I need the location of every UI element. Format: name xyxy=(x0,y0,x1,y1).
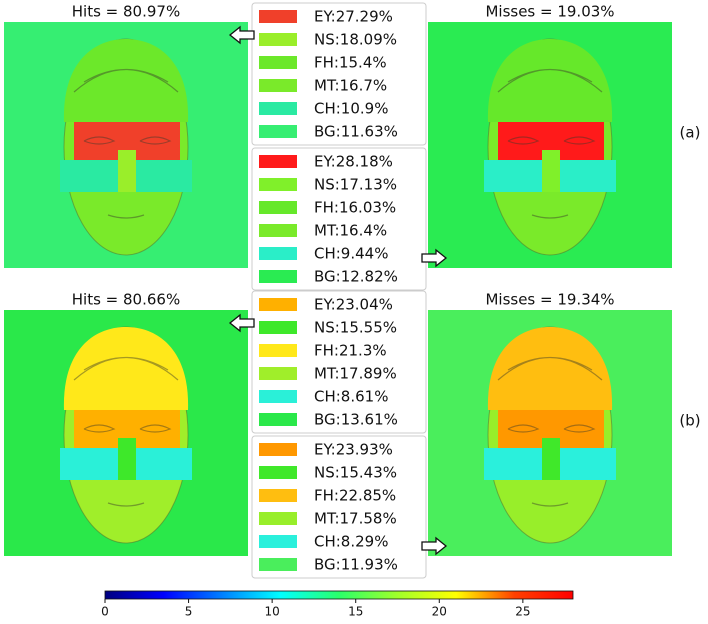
legend-swatch xyxy=(259,367,297,380)
legend-swatch xyxy=(259,33,297,46)
legend-swatch xyxy=(259,512,297,525)
legend-swatch xyxy=(259,125,297,138)
legend-swatch xyxy=(259,270,297,283)
legend-swatch xyxy=(259,321,297,334)
mouth xyxy=(531,502,569,507)
legend-swatch xyxy=(259,56,297,69)
eye-left xyxy=(83,136,116,145)
legend-swatch xyxy=(259,413,297,426)
legend-swatch xyxy=(259,10,297,23)
legend-swatch xyxy=(259,247,297,260)
nose xyxy=(542,150,560,192)
colorbar-tick-label: 20 xyxy=(432,605,447,619)
misses-title: Misses = 19.34% xyxy=(485,291,614,309)
hits-title: Hits = 80.97% xyxy=(72,3,180,21)
legend-entry: MT:17.58% xyxy=(314,510,397,528)
arrow xyxy=(421,536,448,556)
legend-entry: NS:18.09% xyxy=(314,31,397,49)
hair-lines xyxy=(497,356,603,381)
legend-swatch xyxy=(259,224,297,237)
legend-swatch xyxy=(259,79,297,92)
eye-left xyxy=(507,424,540,433)
hair-forehead xyxy=(63,327,189,410)
colorbar xyxy=(104,590,574,600)
hair-lines xyxy=(73,68,179,93)
face-panel xyxy=(428,22,672,268)
nose xyxy=(118,438,136,480)
row-label: (a) xyxy=(680,124,701,142)
legend-entry: FH:15.4% xyxy=(314,54,387,72)
eye-right xyxy=(139,136,172,145)
legend-swatch xyxy=(259,344,297,357)
legend-entry: BG:12.82% xyxy=(314,268,398,286)
legend-entry: NS:17.13% xyxy=(314,176,397,194)
eye-right xyxy=(563,424,596,433)
hits-title: Hits = 80.66% xyxy=(72,291,180,309)
colorbar-tick-label: 10 xyxy=(265,605,280,619)
mouth xyxy=(107,502,145,507)
row-label: (b) xyxy=(679,412,700,430)
legend-swatch xyxy=(259,466,297,479)
legend-entry: EY:28.18% xyxy=(314,153,393,171)
legend-entry: EY:23.04% xyxy=(314,296,393,314)
nose xyxy=(118,150,136,192)
legend-swatch xyxy=(259,102,297,115)
legend-entry: CH:9.44% xyxy=(314,245,388,263)
legend-entry: EY:23.93% xyxy=(314,441,393,459)
legend-entry: NS:15.43% xyxy=(314,464,397,482)
eye-left xyxy=(83,424,116,433)
legend-entry: CH:8.61% xyxy=(314,388,388,406)
legend-entry: NS:15.55% xyxy=(314,319,397,337)
legend-entry: BG:11.93% xyxy=(314,556,398,574)
hair-lines xyxy=(73,356,179,381)
arrow xyxy=(228,313,255,333)
eye-right xyxy=(139,424,172,433)
legend-swatch xyxy=(259,443,297,456)
legend-swatch xyxy=(259,178,297,191)
legend-entry: MT:16.4% xyxy=(314,222,387,240)
legend-swatch xyxy=(259,535,297,548)
face-panel xyxy=(428,310,672,556)
legend-entry: MT:17.89% xyxy=(314,365,397,383)
legend-swatch xyxy=(259,298,297,311)
hair-lines xyxy=(497,68,603,93)
legend-swatch xyxy=(259,201,297,214)
legend-entry: FH:16.03% xyxy=(314,199,396,217)
colorbar-tick-label: 25 xyxy=(515,605,530,619)
mouth xyxy=(107,214,145,219)
legend-swatch xyxy=(259,390,297,403)
hair-forehead xyxy=(487,39,613,122)
legend-entry: FH:21.3% xyxy=(314,342,387,360)
colorbar-tick-label: 0 xyxy=(101,605,109,619)
legend-entry: CH:8.29% xyxy=(314,533,388,551)
hair-forehead xyxy=(487,327,613,410)
legend-entry: MT:16.7% xyxy=(314,77,387,95)
nose xyxy=(542,438,560,480)
colorbar-tick-label: 5 xyxy=(185,605,193,619)
hair-forehead xyxy=(63,39,189,122)
legend-entry: BG:13.61% xyxy=(314,411,398,429)
arrow xyxy=(228,25,255,45)
legend-swatch xyxy=(259,489,297,502)
legend-entry: CH:10.9% xyxy=(314,100,388,118)
face-panel xyxy=(4,310,248,556)
eye-left xyxy=(507,136,540,145)
misses-title: Misses = 19.03% xyxy=(485,3,614,21)
arrow xyxy=(421,248,448,268)
colorbar-tick-label: 15 xyxy=(348,605,363,619)
legend-swatch xyxy=(259,558,297,571)
legend-entry: EY:27.29% xyxy=(314,8,393,26)
legend-entry: FH:22.85% xyxy=(314,487,396,505)
eye-right xyxy=(563,136,596,145)
legend-swatch xyxy=(259,155,297,168)
face-panel xyxy=(4,22,248,268)
legend-entry: BG:11.63% xyxy=(314,123,398,141)
mouth xyxy=(531,214,569,219)
